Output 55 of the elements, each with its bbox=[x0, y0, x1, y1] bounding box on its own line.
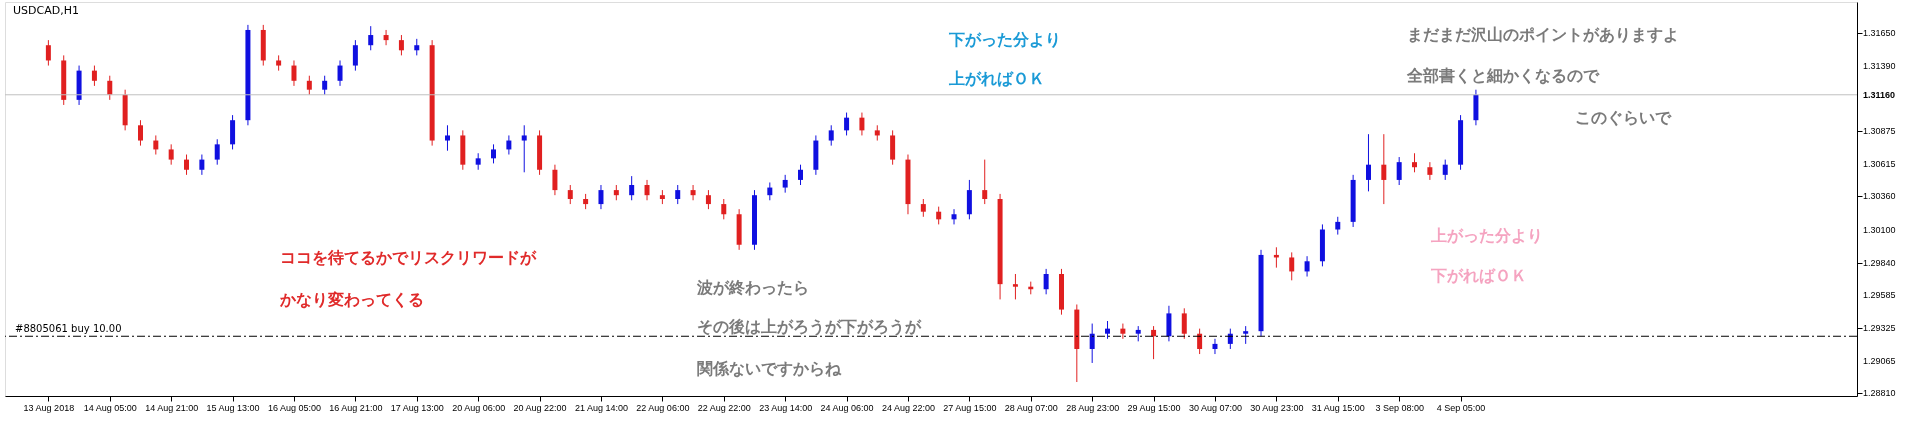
y-tick-label: 1.28810 bbox=[1863, 388, 1896, 399]
annotation: 全部書くと細かくなるので bbox=[1406, 66, 1600, 85]
x-tick-label: 24 Aug 06:00 bbox=[820, 402, 874, 413]
x-tick-label: 29 Aug 15:00 bbox=[1127, 402, 1181, 413]
candlestick bbox=[521, 124, 527, 173]
y-tick-label: 1.31650 bbox=[1863, 27, 1896, 38]
x-tick-label: 17 Aug 13:00 bbox=[390, 402, 444, 413]
x-tick-label: 20 Aug 06:00 bbox=[452, 402, 506, 413]
annotation: 下がればＯＫ bbox=[1430, 266, 1527, 285]
x-tick-label: 14 Aug 05:00 bbox=[83, 402, 137, 413]
x-tick-label: 15 Aug 13:00 bbox=[206, 402, 260, 413]
x-tick-label: 16 Aug 05:00 bbox=[267, 402, 322, 413]
x-tick-label: 21 Aug 14:00 bbox=[574, 402, 629, 413]
annotation: かなり変わってくる bbox=[279, 290, 424, 309]
annotation: ココを待てるかでリスクリワードが bbox=[280, 248, 537, 267]
x-tick-label: 4 Sep 05:00 bbox=[1436, 402, 1486, 413]
y-tick-label: 1.29325 bbox=[1863, 323, 1896, 333]
candlestick bbox=[276, 54, 282, 72]
candlestick bbox=[1243, 325, 1249, 345]
y-tick-label: 1.30100 bbox=[1863, 224, 1896, 235]
x-tick-label: 28 Aug 23:00 bbox=[1066, 402, 1120, 413]
annotation: 波が終わったら bbox=[696, 278, 809, 297]
y-tick-label: 1.30360 bbox=[1863, 191, 1896, 202]
annotation: まだまだ沢山のポイントがありますよ bbox=[1407, 25, 1679, 44]
candlestick bbox=[1012, 273, 1018, 300]
candlestick bbox=[444, 124, 450, 152]
chart-title: USDCAD,H1 bbox=[13, 4, 79, 17]
x-tick-label: 16 Aug 21:00 bbox=[329, 402, 383, 413]
x-tick-label: 30 Aug 07:00 bbox=[1188, 402, 1243, 413]
y-tick-label: 1.29585 bbox=[1863, 289, 1896, 300]
x-tick-label: 30 Aug 23:00 bbox=[1250, 402, 1304, 413]
ref-line-label: 1.31160 bbox=[1863, 89, 1896, 100]
y-tick-label: 1.29840 bbox=[1863, 257, 1896, 268]
x-tick-label: 20 Aug 22:00 bbox=[513, 402, 567, 413]
y-tick-label: 1.29065 bbox=[1863, 356, 1896, 367]
ref-line-label: #8805061 buy 10.00 bbox=[15, 323, 122, 335]
x-tick-label: 24 Aug 22:00 bbox=[881, 402, 936, 413]
annotation: 上がった分より bbox=[1430, 226, 1543, 245]
x-tick-label: 31 Aug 15:00 bbox=[1311, 402, 1365, 413]
x-tick-label: 23 Aug 14:00 bbox=[759, 402, 813, 413]
x-tick-label: 3 Sep 08:00 bbox=[1375, 402, 1424, 413]
annotation: その後は上がろうが下がろうが bbox=[697, 317, 922, 336]
x-tick-label: 14 Aug 21:00 bbox=[145, 402, 199, 413]
x-tick-label: 13 Aug 2018 bbox=[23, 402, 75, 413]
x-tick-label: 22 Aug 22:00 bbox=[697, 402, 751, 413]
annotation: 上がればＯＫ bbox=[948, 69, 1045, 88]
x-tick-label: 27 Aug 15:00 bbox=[943, 402, 997, 413]
x-tick-label: 28 Aug 07:00 bbox=[1004, 402, 1058, 413]
annotation: このぐらいで bbox=[1575, 108, 1672, 127]
annotation: 関係ないですからね bbox=[697, 359, 842, 378]
y-tick-label: 1.30615 bbox=[1863, 159, 1896, 170]
annotation: 下がった分より bbox=[948, 30, 1061, 49]
x-tick-label: 22 Aug 06:00 bbox=[636, 402, 690, 413]
y-tick-label: 1.30875 bbox=[1863, 126, 1896, 136]
y-tick-label: 1.31390 bbox=[1863, 60, 1896, 71]
